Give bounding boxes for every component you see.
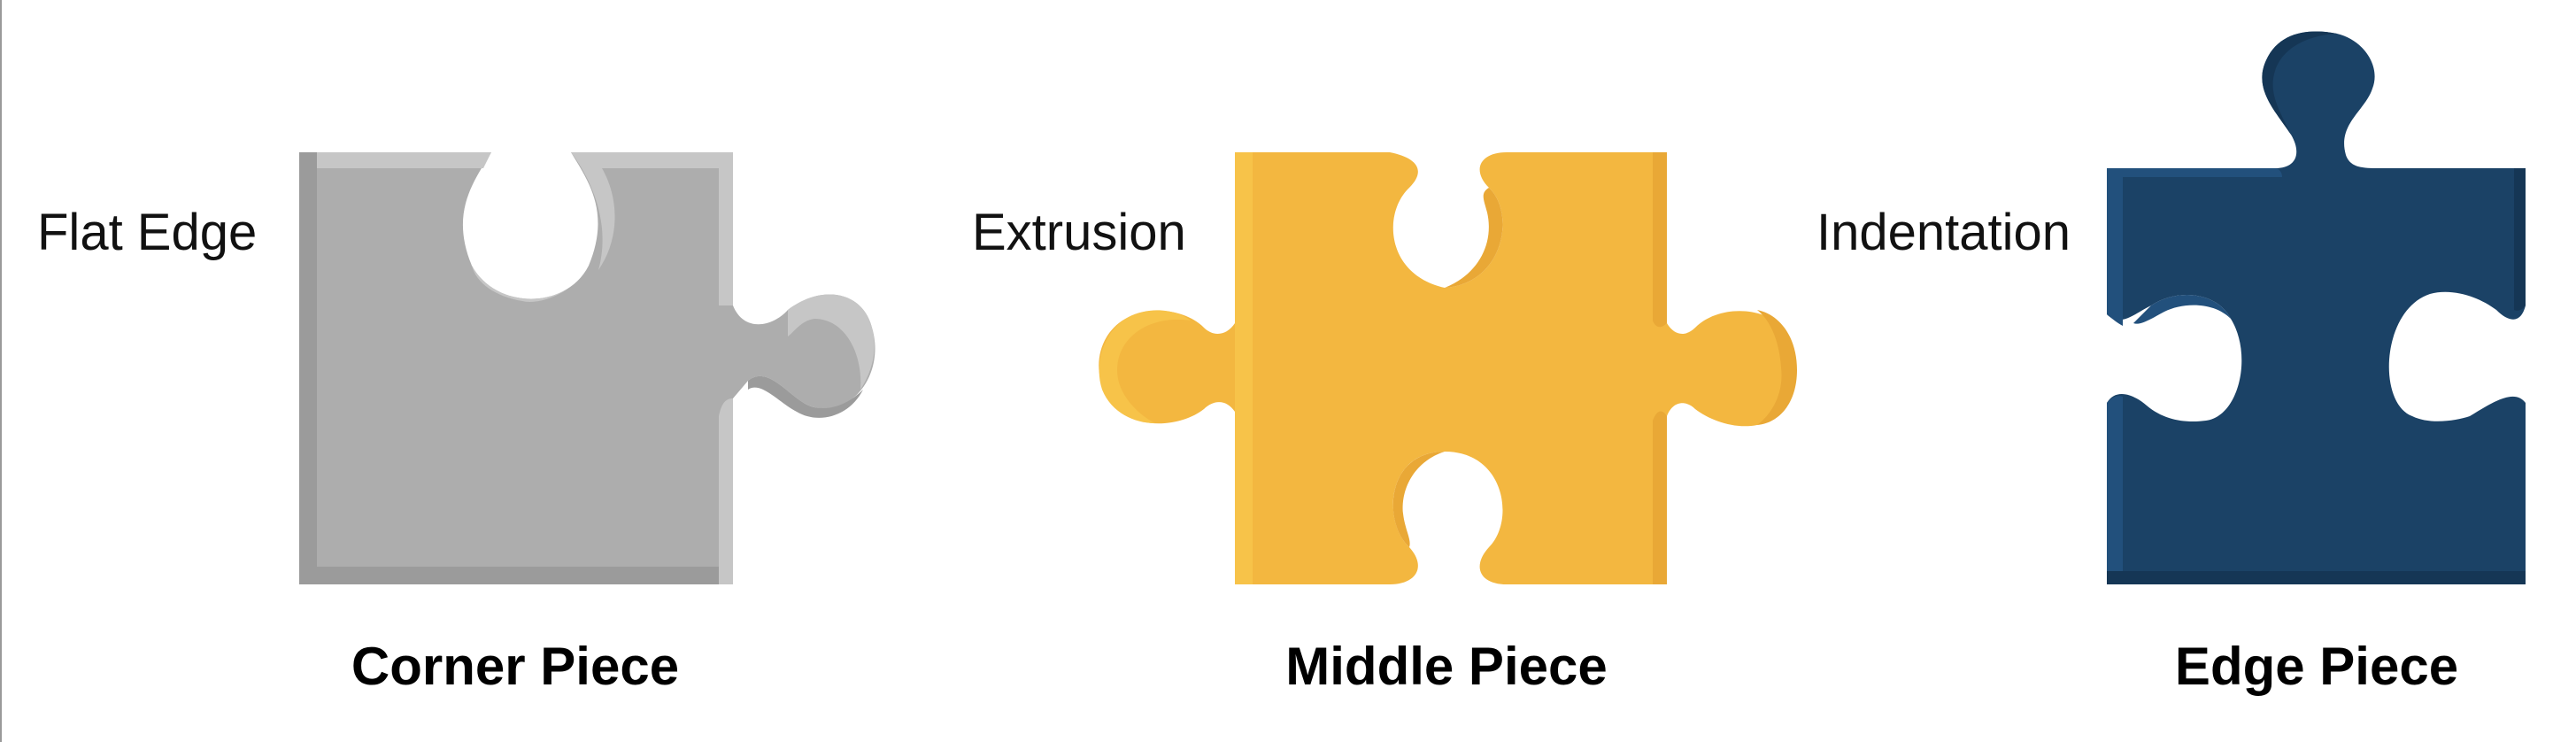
- corner-piece-highlight-top-right: [571, 152, 733, 305]
- edge-piece-highlight-top: [2107, 168, 2282, 177]
- edge-piece-caption: Edge Piece: [2175, 637, 2458, 696]
- corner-piece-highlight-right: [719, 398, 733, 584]
- corner-piece-tab-shadow: [748, 375, 863, 418]
- indentation-label: Indentation: [1816, 204, 2071, 261]
- extrusion-label: Extrusion: [972, 204, 1186, 261]
- corner-piece-shape: [299, 152, 875, 584]
- edge-piece-highlight-left-lower: [2107, 396, 2123, 571]
- middle-piece-shape: [1099, 152, 1796, 584]
- edge-piece-left-indent-shadow: [2133, 295, 2231, 324]
- middle-piece-shadow-right: [1653, 152, 1667, 328]
- corner-piece-caption: Corner Piece: [351, 637, 679, 696]
- middle-piece-bottom-indent-shadow: [1392, 452, 1445, 547]
- middle-piece-left-tab-highlight: [1099, 310, 1191, 423]
- middle-piece-shadow-right-lower: [1653, 411, 1667, 584]
- left-frame-line: [0, 0, 2, 742]
- edge-piece-highlight-left: [2107, 168, 2123, 326]
- corner-piece: [299, 152, 875, 584]
- edge-piece-shadow-bottom: [2107, 571, 2526, 584]
- corner-piece-highlight-top: [299, 152, 491, 168]
- corner-piece-tab-highlight: [788, 294, 875, 390]
- middle-piece-right-tab-shadow: [1757, 310, 1797, 425]
- corner-piece-indent-rim: [472, 266, 589, 302]
- edge-piece-shadow-right: [2514, 168, 2526, 311]
- middle-piece: [1099, 152, 1797, 584]
- edge-piece-tab-shadow: [2262, 31, 2337, 135]
- middle-piece-highlight-left: [1235, 152, 1253, 584]
- middle-piece-caption: Middle Piece: [1285, 637, 1607, 696]
- edge-piece: [2107, 31, 2526, 584]
- middle-piece-top-indent-shadow: [1445, 188, 1503, 288]
- flat-edge-label: Flat Edge: [37, 204, 257, 261]
